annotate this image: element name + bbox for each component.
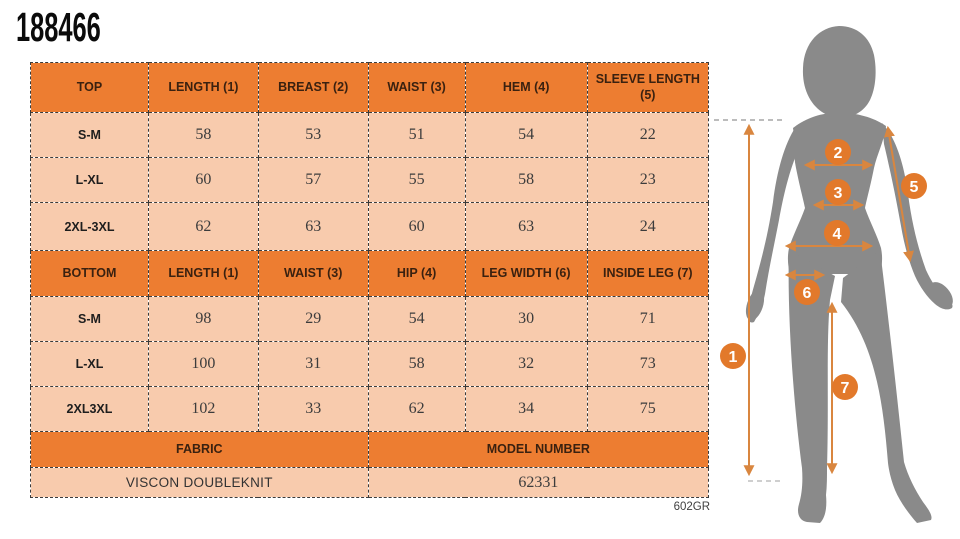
value-cell: 71 xyxy=(586,296,710,342)
size-label-cell: S-M xyxy=(30,296,149,342)
value-cell: 60 xyxy=(367,202,466,251)
header-cell-inside-leg-7: INSIDE LEG (7) xyxy=(586,250,710,297)
female-silhouette xyxy=(745,26,953,523)
size-label-cell: 2XL3XL xyxy=(30,386,149,432)
header-cell-waist-3: WAIST (3) xyxy=(367,62,466,113)
header-cell-length-1: LENGTH (1) xyxy=(147,62,259,113)
footer-header-row: FABRIC MODEL NUMBER xyxy=(30,431,710,468)
badge-circle-6 xyxy=(794,279,820,305)
badge-circle-7 xyxy=(832,374,858,400)
value-cell: 31 xyxy=(257,341,369,387)
value-cell: 55 xyxy=(367,157,466,203)
value-cell: 58 xyxy=(147,112,259,158)
header-cell-length-1: LENGTH (1) xyxy=(147,250,259,297)
value-cell: 63 xyxy=(464,202,588,251)
value-cell: 57 xyxy=(257,157,369,203)
model-number-value-cell: 62331 xyxy=(367,467,710,498)
measurement-arrows xyxy=(743,123,914,477)
value-cell: 34 xyxy=(464,386,588,432)
value-cell: 63 xyxy=(257,202,369,251)
badge-circle-2 xyxy=(825,139,851,165)
badge-number-5: 5 xyxy=(910,179,919,196)
top-header-row: TOP LENGTH (1) BREAST (2) WAIST (3) HEM … xyxy=(30,62,710,113)
badge-number-7: 7 xyxy=(841,380,850,397)
value-cell: 53 xyxy=(257,112,369,158)
value-cell: 100 xyxy=(147,341,259,387)
value-cell: 58 xyxy=(367,341,466,387)
header-cell-hip-4: HIP (4) xyxy=(367,250,466,297)
badge-circle-4 xyxy=(824,220,850,246)
table-row: S-M 98 29 54 30 71 xyxy=(30,296,710,342)
female-silhouette-diagram: 1 2 3 4 5 6 7 xyxy=(714,26,953,523)
document-code: 602GR xyxy=(673,501,710,513)
footer-value-row: VISCON DOUBLEKNIT 62331 xyxy=(30,467,710,498)
fabric-value-cell: VISCON DOUBLEKNIT xyxy=(30,467,369,498)
value-cell: 33 xyxy=(257,386,369,432)
value-cell: 54 xyxy=(367,296,466,342)
badge-circle-5 xyxy=(901,173,927,199)
header-cell-bottom: BOTTOM xyxy=(30,250,149,297)
header-cell-waist-3: WAIST (3) xyxy=(257,250,369,297)
value-cell: 32 xyxy=(464,341,588,387)
value-cell: 98 xyxy=(147,296,259,342)
size-label-cell: L-XL xyxy=(30,341,149,387)
badge-number-6: 6 xyxy=(803,285,812,302)
header-cell-top: TOP xyxy=(30,62,149,113)
value-cell: 24 xyxy=(586,202,710,251)
value-cell: 58 xyxy=(464,157,588,203)
value-cell: 22 xyxy=(586,112,710,158)
value-cell: 75 xyxy=(586,386,710,432)
measure-point-badges: 1 2 3 4 5 6 7 xyxy=(720,139,927,400)
badge-number-4: 4 xyxy=(833,226,842,243)
header-cell-leg-width-6: LEG WIDTH (6) xyxy=(464,250,588,297)
badge-number-2: 2 xyxy=(834,145,843,162)
value-cell: 62 xyxy=(367,386,466,432)
header-cell-hem-4: HEM (4) xyxy=(464,62,588,113)
table-row: L-XL 60 57 55 58 23 xyxy=(30,157,710,203)
size-label-cell: L-XL xyxy=(30,157,149,203)
value-cell: 51 xyxy=(367,112,466,158)
table-row: 2XL3XL 102 33 62 34 75 xyxy=(30,386,710,432)
value-cell: 54 xyxy=(464,112,588,158)
badge-number-1: 1 xyxy=(729,349,738,366)
size-label-cell: S-M xyxy=(30,112,149,158)
value-cell: 62 xyxy=(147,202,259,251)
table-row: S-M 58 53 51 54 22 xyxy=(30,112,710,158)
size-chart-table: TOP LENGTH (1) BREAST (2) WAIST (3) HEM … xyxy=(30,62,710,498)
value-cell: 23 xyxy=(586,157,710,203)
badge-circle-1 xyxy=(720,343,746,369)
header-cell-fabric: FABRIC xyxy=(30,431,369,468)
badge-circle-3 xyxy=(825,179,851,205)
header-cell-model-number: MODEL NUMBER xyxy=(367,431,710,468)
size-label-cell: 2XL-3XL xyxy=(30,202,149,251)
badge-number-3: 3 xyxy=(834,185,843,202)
bottom-header-row: BOTTOM LENGTH (1) WAIST (3) HIP (4) LEG … xyxy=(30,250,710,297)
sleeve-arrow-5 xyxy=(884,125,914,263)
value-cell: 102 xyxy=(147,386,259,432)
header-cell-breast-2: BREAST (2) xyxy=(257,62,369,113)
value-cell: 29 xyxy=(257,296,369,342)
value-cell: 73 xyxy=(586,341,710,387)
table-row: L-XL 100 31 58 32 73 xyxy=(30,341,710,387)
table-row: 2XL-3XL 62 63 60 63 24 xyxy=(30,202,710,251)
page-title: 188466 xyxy=(16,4,101,50)
value-cell: 30 xyxy=(464,296,588,342)
header-cell-sleeve-length-5: SLEEVE LENGTH (5) xyxy=(586,62,710,113)
value-cell: 60 xyxy=(147,157,259,203)
measurement-figure: 1 2 3 4 5 6 7 xyxy=(700,0,960,539)
